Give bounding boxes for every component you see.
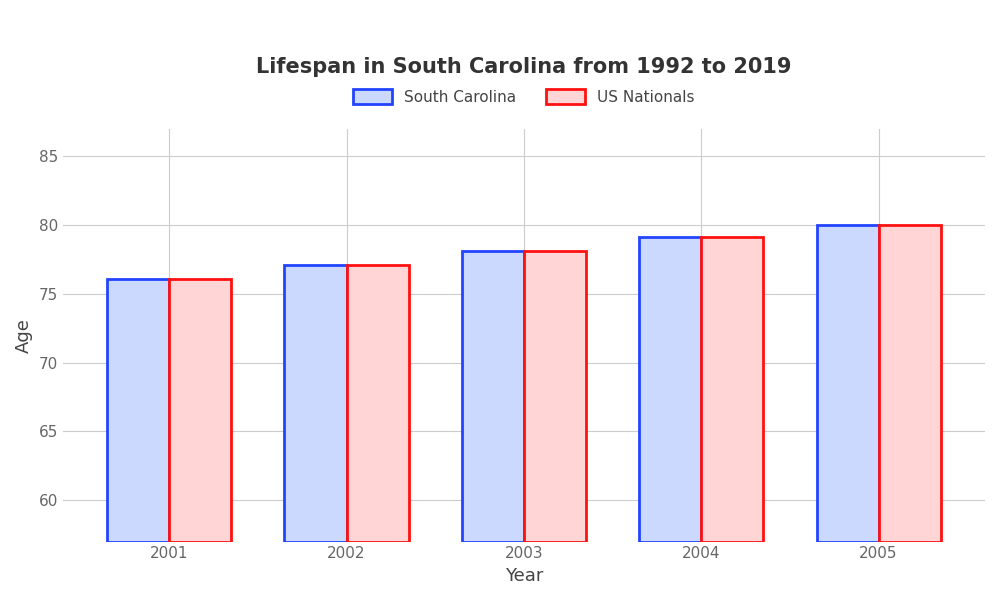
Bar [524,251,586,542]
Bar [107,278,169,542]
Bar [169,278,231,542]
Legend: South Carolina, US Nationals: South Carolina, US Nationals [347,83,701,111]
Bar [347,265,409,542]
Bar [284,265,347,542]
Title: Lifespan in South Carolina from 1992 to 2019: Lifespan in South Carolina from 1992 to … [256,57,792,77]
Bar [879,225,941,542]
Bar [462,251,524,542]
X-axis label: Year: Year [505,567,543,585]
Bar [639,238,701,542]
Bar [701,238,763,542]
Y-axis label: Age: Age [15,317,33,353]
Bar [817,225,879,542]
